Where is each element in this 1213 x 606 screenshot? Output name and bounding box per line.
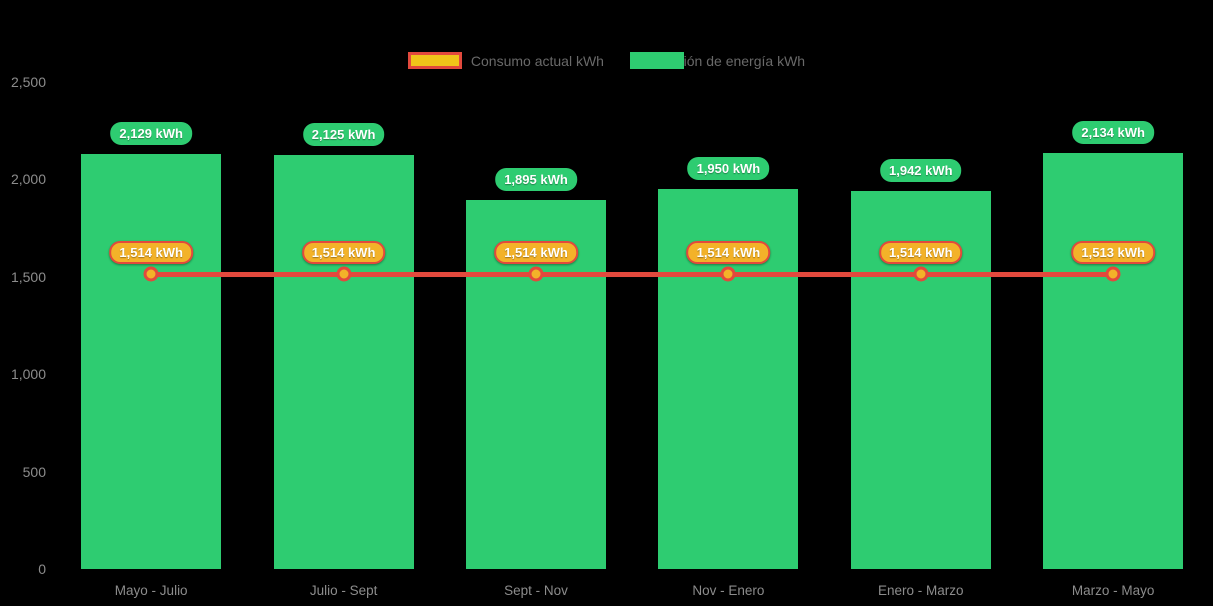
generation-bar[interactable] (273, 155, 414, 569)
y-axis-tick-label: 2,500 (10, 74, 46, 90)
x-axis-category-label: Enero - Marzo (878, 583, 964, 598)
y-axis-tick-label: 0 (38, 561, 46, 577)
consumption-value-badge: 1,514 kWh (686, 241, 771, 265)
generation-legend-swatch-icon (629, 52, 684, 69)
y-axis-tick-label: 500 (22, 463, 46, 480)
consumption-point[interactable] (143, 266, 159, 282)
consumption-point[interactable] (528, 266, 544, 282)
consumption-point[interactable] (336, 266, 352, 282)
x-axis-category-label: Sept - Nov (504, 583, 568, 598)
generation-bar[interactable] (81, 154, 222, 569)
generation-value-badge: 2,129 kWh (110, 122, 192, 146)
consumption-value-badge: 1,514 kWh (109, 241, 193, 265)
generation-value-badge: 1,950 kWh (687, 157, 770, 181)
consumption-line[interactable] (151, 271, 1114, 277)
consumption-value-badge: 1,514 kWh (494, 241, 578, 265)
generation-value-badge: 2,134 kWh (1072, 121, 1154, 145)
legend-item-label: Consumo actual kWh (470, 52, 604, 69)
consumption-value-badge: 1,513 kWh (1071, 241, 1155, 265)
legend-item-generacion[interactable]: Generación de energía kWh (629, 52, 805, 69)
generation-value-badge: 1,942 kWh (880, 158, 962, 182)
y-axis-tick-label: 1,000 (10, 366, 46, 383)
chart-legend: Consumo actual kWh Generación de energía … (0, 52, 1213, 69)
consumption-point[interactable] (913, 266, 929, 282)
x-axis-category-label: Julio - Sept (309, 583, 378, 598)
x-axis-category-label: Mayo - Julio (114, 583, 188, 598)
consumption-point[interactable] (1105, 266, 1121, 282)
consumption-value-badge: 1,514 kWh (301, 241, 386, 265)
consumption-legend-swatch-icon (407, 52, 462, 69)
y-axis-tick-label: 2,000 (10, 171, 46, 188)
x-axis-category-label: Nov - Enero (692, 583, 765, 598)
x-axis-category-label: Marzo - Mayo (1071, 583, 1155, 598)
generation-bar[interactable] (1043, 153, 1184, 569)
generation-value-badge: 2,125 kWh (302, 123, 385, 147)
consumption-point[interactable] (720, 266, 736, 282)
y-axis-tick-label: 1,500 (10, 268, 46, 285)
generation-value-badge: 1,895 kWh (495, 167, 577, 191)
legend-item-consumo[interactable]: Consumo actual kWh (407, 52, 604, 69)
consumption-value-badge: 1,514 kWh (879, 241, 963, 265)
